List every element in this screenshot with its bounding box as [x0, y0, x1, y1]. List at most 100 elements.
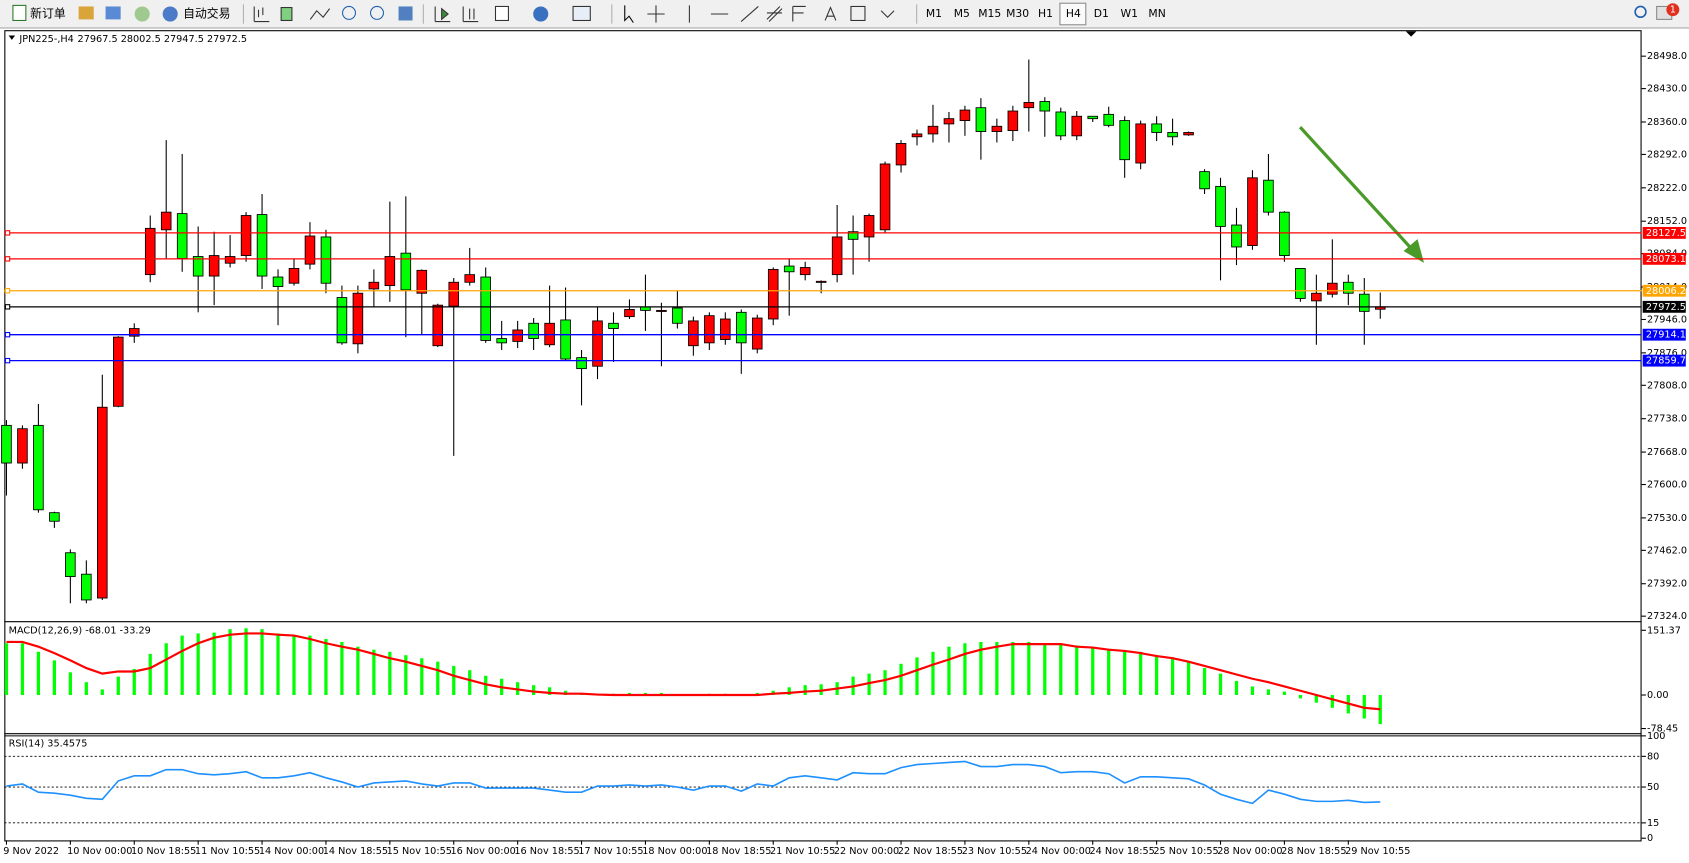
text-tool[interactable] [824, 6, 837, 21]
crosshair-tool[interactable] [647, 5, 665, 23]
y-tick-label: 27946.0 [1647, 314, 1687, 325]
candle-body [608, 322, 619, 329]
macd-bar [356, 646, 360, 696]
price-label-box [1642, 354, 1686, 367]
icon[interactable] [370, 5, 385, 20]
macd-bar [180, 635, 184, 696]
icon[interactable] [280, 7, 293, 22]
timeframe-button[interactable]: M30 [1006, 7, 1029, 20]
macd-bar [308, 635, 312, 696]
x-tick-label: 18 Nov 00:00 [642, 846, 707, 857]
x-tick-label: 15 Nov 10:55 [387, 846, 452, 857]
label-tool[interactable] [850, 5, 866, 22]
macd-bar [4, 643, 9, 696]
price-label: 27914.1 [1646, 330, 1686, 341]
macd-bar [787, 687, 791, 696]
macd-bar [1234, 680, 1239, 696]
timeframe-button[interactable]: W1 [1120, 7, 1137, 20]
timeframe-button[interactable]: M15 [978, 7, 1001, 20]
icon[interactable] [342, 5, 357, 20]
macd-bar [803, 685, 807, 696]
new-order-button[interactable]: 新订单 [12, 4, 66, 22]
x-tick-label: 11 Nov 10:55 [195, 846, 260, 857]
y-tick-label: 27738.0 [1647, 414, 1687, 425]
y-tick-label: 28360.0 [1647, 117, 1687, 128]
icon[interactable] [462, 6, 479, 23]
macd-bar [340, 641, 344, 696]
candle-body [1007, 110, 1019, 132]
price-label: 27859.7 [1646, 356, 1686, 367]
search-icon[interactable] [1634, 5, 1647, 19]
macd-bar [963, 643, 967, 696]
channel-tool[interactable] [766, 6, 783, 22]
candle-body [1103, 113, 1114, 126]
price-label-box [1642, 300, 1686, 313]
candle-body [192, 256, 204, 277]
plot: 28498.0 28430.0 28360.0 28292.0 28222.0 28152… [1, 51, 1687, 857]
trendline-tool[interactable] [740, 6, 759, 22]
timeframe-button[interactable]: D1 [1094, 7, 1109, 20]
candle-body [1295, 268, 1306, 299]
macd-bar [388, 651, 392, 696]
icon[interactable] [105, 6, 121, 20]
fibo-tool[interactable] [792, 5, 806, 22]
icon[interactable] [78, 6, 94, 20]
timeframe-button[interactable]: M1 [926, 7, 942, 20]
macd-bar [1011, 641, 1015, 696]
shift-marker [1405, 31, 1417, 37]
candle-body [959, 109, 971, 121]
y-tick-label: 27808.0 [1647, 380, 1687, 391]
timeframe-button[interactable]: H1 [1038, 7, 1053, 20]
candle-body [160, 211, 172, 231]
price-label: 28127.5 [1646, 228, 1686, 239]
x-tick-label: 28 Nov 00:00 [1217, 846, 1282, 857]
icon[interactable] [134, 6, 150, 22]
auto-trading-button[interactable]: 自动交易 [162, 6, 231, 22]
candle-body [911, 133, 923, 138]
candle-body [751, 317, 763, 350]
macd-bar [1107, 648, 1111, 696]
candle-body [863, 215, 875, 238]
candle-body [400, 252, 412, 291]
macd-bar [1075, 645, 1079, 696]
timeframe-button[interactable]: M5 [954, 7, 970, 20]
candle-body [783, 265, 795, 273]
chart-symbol: JPN225-,H4 [18, 34, 73, 45]
y-tick-label: 28430.0 [1647, 84, 1687, 95]
candle-body [256, 214, 268, 277]
x-tick-label: 9 Nov 2022 [3, 846, 59, 857]
candle-body [1135, 123, 1146, 164]
macd-bar [883, 670, 887, 696]
macd-bar [20, 643, 25, 696]
rsi-title: RSI(14) 35.4575 [9, 738, 88, 749]
y-tick-label: 27600.0 [1647, 480, 1687, 491]
y-tick-label: 80 [1647, 751, 1659, 762]
trend-arrow-head [1403, 239, 1425, 263]
icon[interactable] [494, 5, 509, 22]
icon[interactable] [434, 6, 451, 23]
icon[interactable] [398, 6, 413, 21]
candle-body [416, 269, 428, 294]
candle-body [815, 280, 827, 283]
macd-bar [68, 672, 72, 696]
icon[interactable] [253, 6, 270, 23]
timeframe-button[interactable]: MN [1148, 7, 1165, 20]
candle-body [991, 125, 1003, 132]
macd-bar [52, 660, 57, 696]
notification-badge[interactable] [1666, 3, 1680, 17]
macd-bar [1282, 691, 1287, 696]
macd-bar [148, 653, 152, 696]
icon[interactable] [309, 8, 331, 20]
icon[interactable] [533, 6, 549, 22]
icon[interactable] [572, 5, 591, 22]
macd-bar [1250, 686, 1255, 696]
candle-body [1183, 132, 1194, 136]
cursor-tool[interactable] [624, 5, 634, 23]
candle-body [656, 309, 667, 312]
macd-bar [995, 641, 999, 696]
toolbar: 新订单 自动交易 M1 M5 M15 M30 H1 H4 [0, 0, 1689, 29]
price-label: 27972.5 [1646, 302, 1686, 313]
price-line-handle [4, 331, 11, 338]
timeframe-button[interactable]: H4 [1066, 7, 1081, 20]
shapes-tool[interactable] [880, 10, 895, 19]
